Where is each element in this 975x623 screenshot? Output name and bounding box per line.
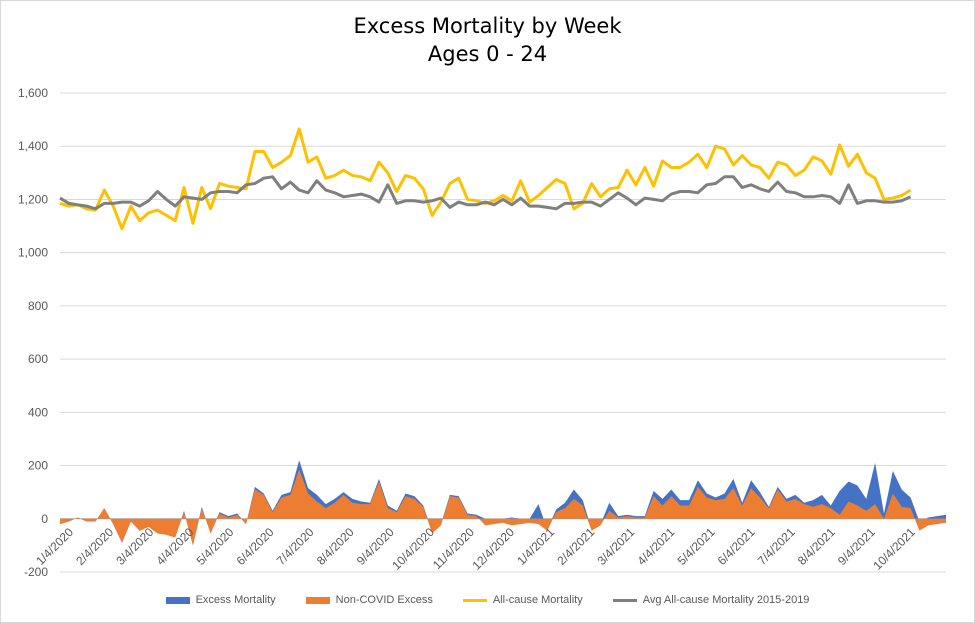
legend-label-all-cause-mortality: All-cause Mortality [492, 594, 583, 606]
legend-swatch-avg-all-cause-mortality [612, 598, 637, 602]
y-tick-label: 1,000 [18, 246, 48, 260]
legend-swatch-excess-mortality [165, 596, 190, 604]
x-tick-label: 4/4/2021 [635, 525, 678, 568]
y-tick-label: 1,400 [18, 139, 48, 153]
x-tick-label: 7/4/2020 [274, 525, 317, 568]
x-tick-label: 11/4/2020 [430, 525, 477, 572]
y-tick-label: 600 [28, 352, 48, 366]
x-tick-label: 3/4/2021 [594, 525, 637, 568]
legend-item-excess-mortality: Excess Mortality [165, 594, 276, 606]
legend-label-excess-mortality: Excess Mortality [195, 594, 276, 606]
legend-label-non-covid-excess: Non-COVID Excess [335, 594, 433, 606]
x-tick-label: 2/4/2021 [554, 525, 597, 568]
x-tick-label: 8/4/2020 [314, 525, 357, 568]
x-tick-label: 10/4/2020 [389, 525, 437, 573]
x-tick-label: 12/4/2020 [469, 525, 517, 573]
x-tick-label: 5/4/2020 [194, 525, 237, 568]
y-tick-label: 800 [28, 299, 48, 313]
y-tick-label: 1,200 [18, 192, 48, 206]
x-tick-label: 6/4/2020 [234, 525, 277, 568]
x-tick-label: 2/4/2020 [73, 525, 116, 568]
legend-item-non-covid-excess: Non-COVID Excess [305, 594, 433, 606]
y-tick-label: 200 [28, 459, 48, 473]
legend: Excess Mortality Non-COVID Excess All-ca… [0, 594, 975, 606]
x-tick-label: 7/4/2021 [755, 525, 798, 568]
y-tick-label: -200 [24, 565, 48, 579]
x-tick-label: 1/4/2021 [514, 525, 557, 568]
line-avg-all-cause-mortality-2015-2019 [59, 175, 912, 211]
y-tick-label: 400 [28, 405, 48, 419]
chart-title: Excess Mortality by Week [353, 14, 622, 38]
legend-swatch-all-cause-mortality [462, 598, 487, 602]
legend-item-all-cause-mortality: All-cause Mortality [462, 594, 583, 606]
x-tick-label: 6/4/2021 [715, 525, 758, 568]
x-tick-label: 8/4/2021 [795, 525, 838, 568]
legend-label-avg-all-cause-mortality: Avg All-cause Mortality 2015-2019 [642, 594, 810, 606]
legend-item-avg-all-cause-mortality: Avg All-cause Mortality 2015-2019 [612, 594, 810, 606]
y-tick-label: 0 [41, 512, 48, 526]
y-tick-label: 1,600 [18, 86, 48, 100]
x-tick-label: 10/4/2021 [870, 525, 918, 573]
x-tick-label: 1/4/2020 [33, 525, 76, 568]
x-tick-label: 5/4/2021 [675, 525, 718, 568]
chart-subtitle: Ages 0 - 24 [427, 42, 548, 66]
line-all-cause-mortality [59, 127, 912, 231]
legend-swatch-non-covid-excess [305, 596, 330, 604]
